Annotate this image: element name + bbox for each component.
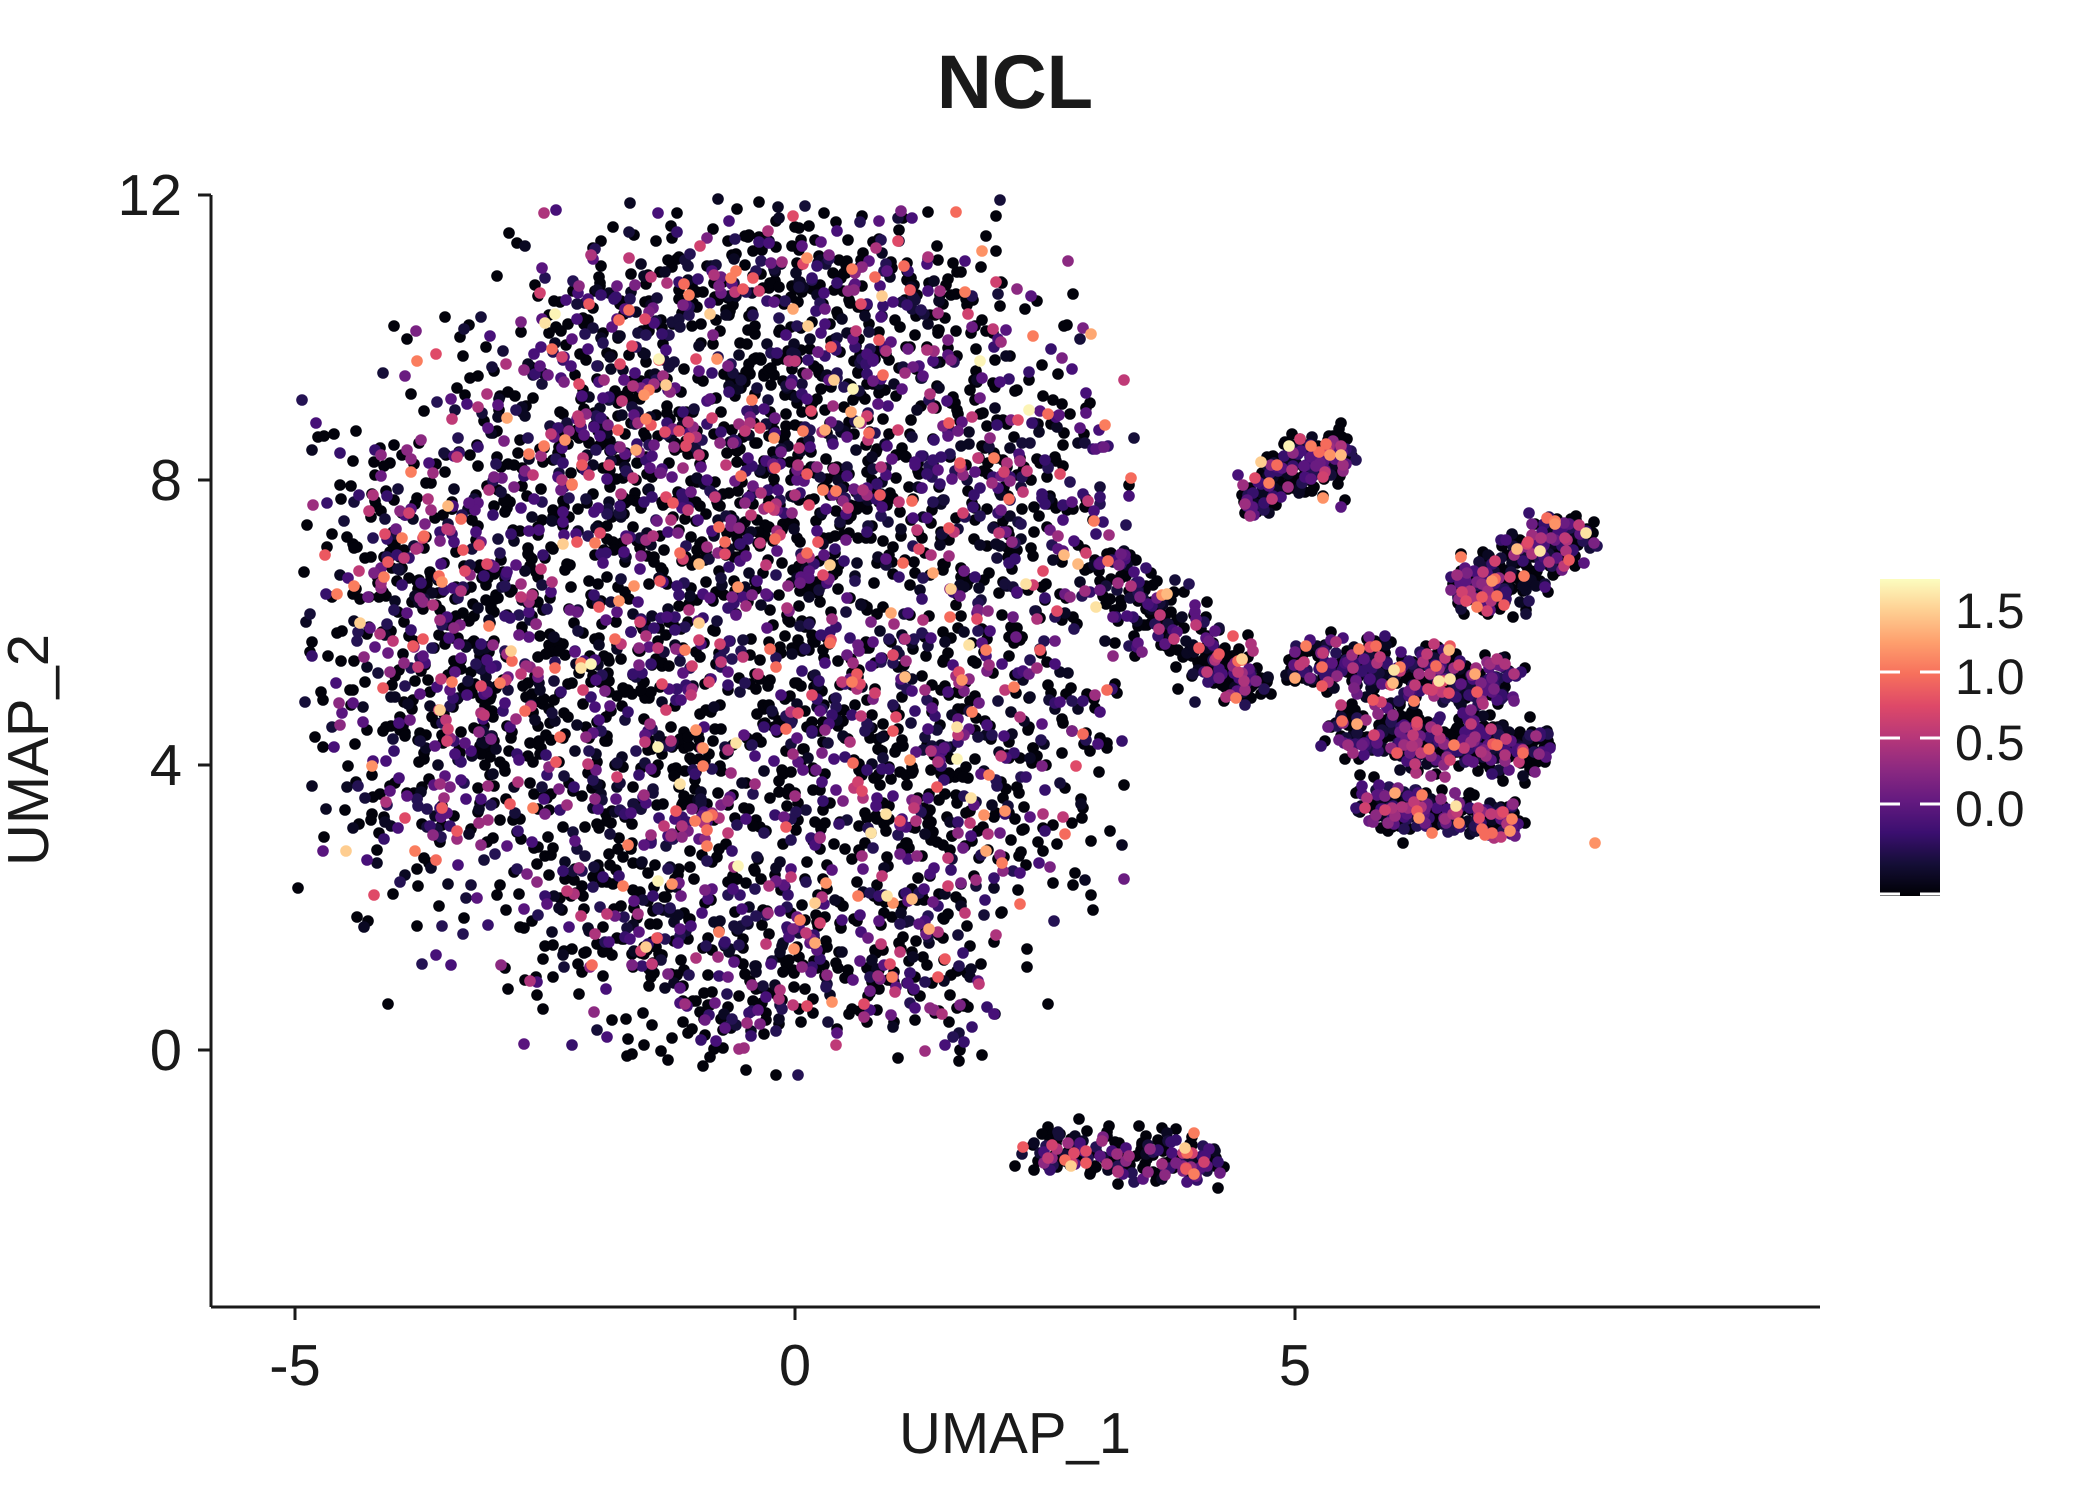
svg-text:UMAP_2: UMAP_2 [0, 634, 61, 866]
svg-text:NCL: NCL [937, 40, 1093, 125]
svg-text:1.5: 1.5 [1955, 583, 2025, 639]
svg-text:0.5: 0.5 [1955, 715, 2025, 771]
svg-text:-5: -5 [269, 1333, 321, 1398]
svg-text:12: 12 [117, 163, 182, 228]
svg-text:5: 5 [1279, 1333, 1311, 1398]
svg-text:0.0: 0.0 [1955, 781, 2025, 837]
svg-text:1.0: 1.0 [1955, 649, 2025, 705]
svg-text:0: 0 [779, 1333, 811, 1398]
svg-text:4: 4 [150, 733, 182, 798]
svg-text:8: 8 [150, 448, 182, 513]
svg-text:0: 0 [150, 1018, 182, 1083]
svg-text:UMAP_1: UMAP_1 [899, 1401, 1131, 1466]
